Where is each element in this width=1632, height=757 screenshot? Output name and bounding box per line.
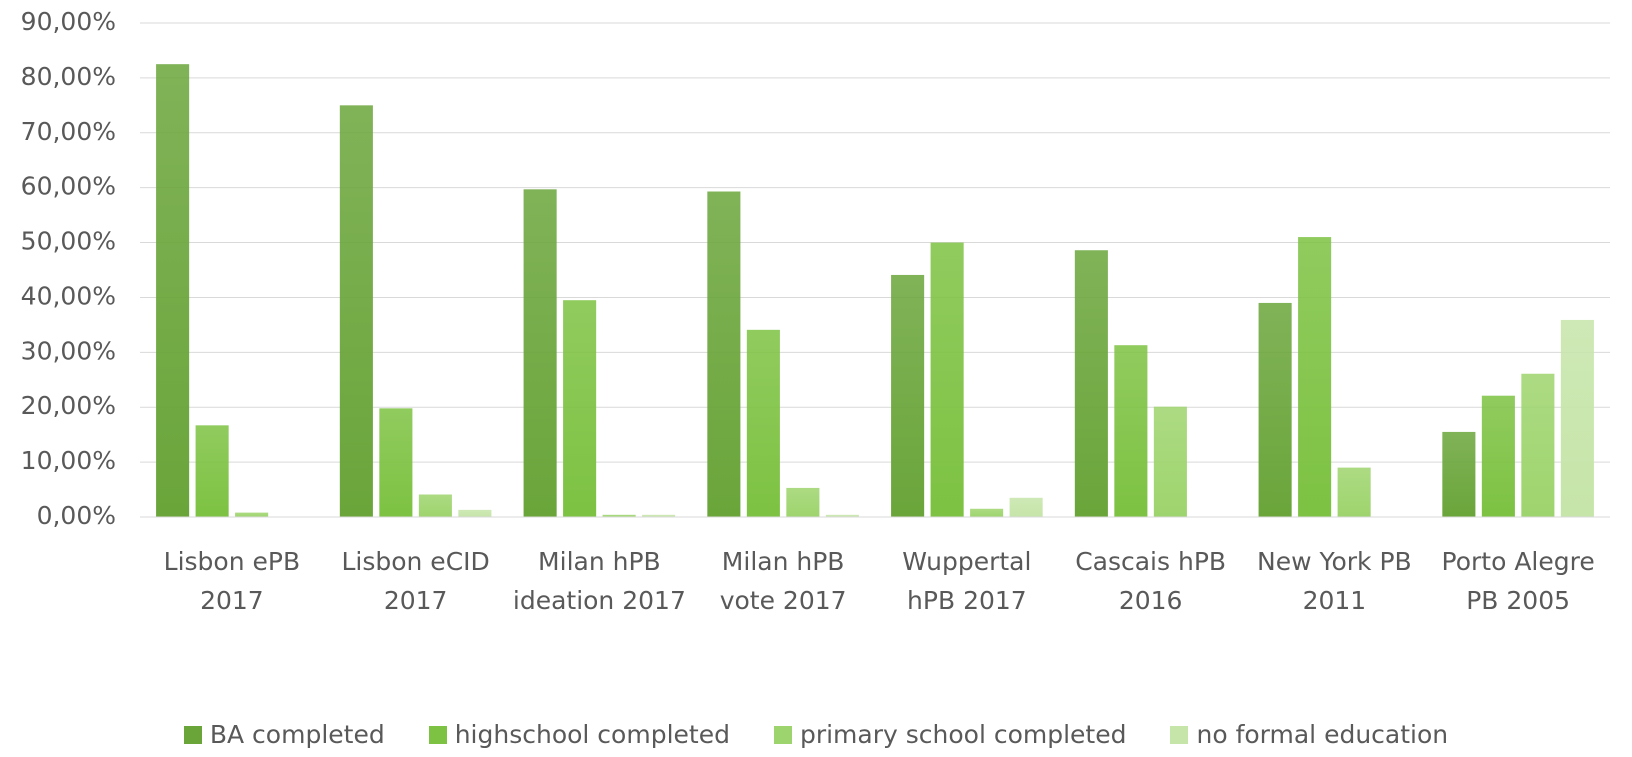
y-tick-label: 40,00% xyxy=(21,281,116,310)
bar xyxy=(642,514,676,517)
x-tick-label: Lisbon eCID 2017 xyxy=(341,547,490,615)
legend-item: primary school completed xyxy=(773,720,1127,749)
bar xyxy=(1521,373,1555,517)
y-tick-label: 30,00% xyxy=(21,336,116,365)
y-tick-label: 90,00% xyxy=(21,7,116,36)
bar xyxy=(195,425,229,517)
bar xyxy=(707,191,741,517)
bar xyxy=(825,514,859,517)
y-tick-label: 50,00% xyxy=(21,227,116,256)
bar xyxy=(156,64,190,518)
legend-swatch xyxy=(773,725,792,744)
legend-swatch xyxy=(428,725,447,744)
bar xyxy=(1153,406,1187,517)
bar xyxy=(786,487,820,517)
bar xyxy=(235,512,269,517)
bar xyxy=(1114,345,1148,517)
bar xyxy=(379,408,413,517)
bar xyxy=(930,242,964,518)
y-tick-label: 80,00% xyxy=(21,62,116,91)
x-tick-label: Milan hPB ideation 2017 xyxy=(512,547,686,615)
legend-swatch xyxy=(183,725,202,744)
y-tick-label: 70,00% xyxy=(21,117,116,146)
bar xyxy=(563,300,597,517)
legend-label: primary school completed xyxy=(799,720,1127,749)
x-tick-label: New York PB 2011 xyxy=(1257,547,1412,615)
bar xyxy=(339,105,373,517)
bar xyxy=(746,329,780,517)
legend-label: no formal education xyxy=(1196,720,1449,749)
legend-label: BA completed xyxy=(209,720,385,749)
bar xyxy=(1442,431,1476,517)
bar xyxy=(602,514,636,517)
y-tick-label: 20,00% xyxy=(21,391,116,420)
bar xyxy=(523,189,557,517)
bar xyxy=(1074,250,1108,518)
bar xyxy=(1481,395,1515,517)
legend: BA completed highschool completed primary … xyxy=(0,720,1632,749)
bar xyxy=(458,509,492,517)
legend-label: highschool completed xyxy=(454,720,730,749)
x-tick-label: Wuppertal hPB 2017 xyxy=(902,547,1032,615)
bar xyxy=(418,494,452,517)
legend-item: no formal education xyxy=(1170,720,1448,749)
legend-swatch xyxy=(1170,725,1189,744)
x-tick-label: Lisbon ePB 2017 xyxy=(163,547,301,615)
legend-item: highschool completed xyxy=(428,720,730,749)
legend-item: BA completed xyxy=(183,720,385,749)
x-tick-label: Porto Alegre PB 2005 xyxy=(1441,547,1595,615)
bar xyxy=(891,274,925,517)
y-tick-label: 60,00% xyxy=(21,172,116,201)
x-tick-label: Cascais hPB 2016 xyxy=(1075,547,1227,615)
x-tick-label: Milan hPB vote 2017 xyxy=(719,547,847,615)
y-tick-label: 0,00% xyxy=(37,501,116,530)
y-tick-label: 10,00% xyxy=(21,446,116,475)
bar xyxy=(1258,302,1292,517)
bar xyxy=(1298,237,1332,518)
bar xyxy=(1009,497,1043,517)
bar xyxy=(1560,319,1594,517)
bar xyxy=(1337,467,1371,517)
bar xyxy=(970,508,1004,517)
